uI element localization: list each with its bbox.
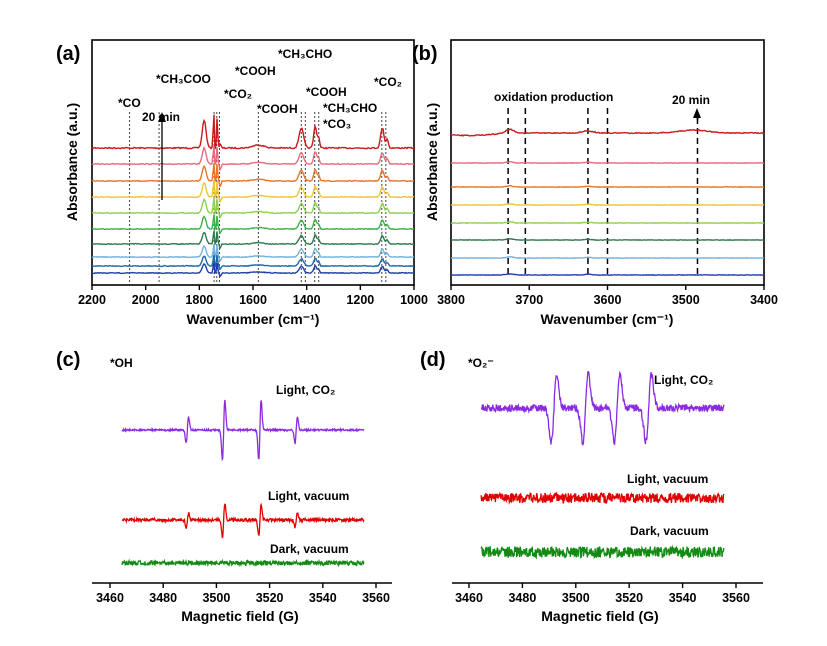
panel-b-tick-label: 3800 [437, 293, 465, 307]
panel-a: (a) 2200 2000 1800 1600 1400 1200 1000 *CO 20 … [56, 39, 428, 327]
panel-a-spectrum-5 [91, 197, 415, 219]
panel-c-traces [121, 399, 365, 568]
panel-d-tick-label: 3480 [508, 591, 536, 605]
panel-c-species: *OH [110, 356, 133, 370]
panel-a-xlabel: Wavenumber (cm⁻¹) [187, 311, 320, 327]
trace-label-light-co2-c: Light, CO₂ [276, 383, 335, 397]
panel-d-xlabel: Magnetic field (G) [541, 608, 658, 624]
panel-d-tick-label: 3540 [669, 591, 697, 605]
panel-a-spectrum-4 [91, 180, 415, 204]
annotation-20min-b: 20 min [672, 93, 710, 107]
panel-d-trace-2 [480, 491, 725, 505]
panel-b-xlabel: Wavenumber (cm⁻¹) [541, 311, 674, 327]
panel-c-xlabel: Magnetic field (G) [181, 608, 298, 624]
panel-d-trace-1 [480, 370, 725, 446]
panel-d-label: (d) [420, 349, 446, 371]
panel-c-label: (c) [56, 349, 80, 371]
trace-label-dark-vacuum-d: Dark, vacuum [630, 524, 709, 538]
panel-d-x-ticks: 3460 3480 3500 3520 3540 3560 [455, 583, 750, 605]
annotation-20min: 20 min [142, 110, 180, 124]
panel-c-tick-label: 3560 [362, 591, 390, 605]
panel-a-tick-label: 1800 [185, 293, 213, 307]
panel-a-arrow-head [158, 112, 166, 122]
panel-d-tick-label: 3460 [455, 591, 483, 605]
panel-d-traces [480, 370, 725, 560]
panel-c-x-ticks: 3460 3480 3500 3520 3540 3560 [96, 583, 390, 605]
panel-b-peak-markers [507, 108, 699, 276]
panel-b-tick-label: 3600 [594, 293, 622, 307]
panel-c-trace-3 [121, 558, 365, 568]
trace-label-light-vacuum-c: Light, vacuum [268, 489, 349, 503]
annotation-oxidation: oxidation production [494, 90, 613, 104]
panel-a-tick-label: 1000 [400, 293, 428, 307]
panel-a-x-ticks: 2200 2000 1800 1600 1400 1200 1000 [78, 285, 428, 307]
panel-c-trace-2 [121, 502, 365, 539]
panel-c-tick-label: 3460 [96, 591, 124, 605]
panel-a-tick-label: 1400 [293, 293, 321, 307]
panel-c-tick-label: 3520 [256, 591, 284, 605]
panel-a-tick-label: 2200 [78, 293, 106, 307]
annotation-co: *CO [118, 96, 141, 110]
panel-a-spectrum-7 [91, 230, 415, 250]
annotation-cooh-3: *COOH [306, 85, 347, 99]
annotation-cooh-1: *COOH [235, 64, 276, 78]
panel-b-label: (b) [412, 43, 438, 65]
panel-b-ylabel: Absorbance (a.u.) [424, 103, 440, 221]
panel-b-spectrum-6 [450, 238, 765, 241]
panel-a-ylabel: Absorbance (a.u.) [64, 103, 80, 221]
panel-b-spectrum-8 [450, 273, 765, 276]
panel-b-x-ticks: 3800 3700 3600 3500 3400 [437, 285, 778, 307]
panel-c-tick-label: 3540 [309, 591, 337, 605]
panel-a-spectrum-3 [91, 163, 415, 189]
panel-b: (b) 3800 3700 3600 3500 3400 oxidation produ… [412, 39, 778, 327]
panel-a-tick-label: 1200 [346, 293, 374, 307]
panel-c-trace-1 [121, 399, 365, 462]
annotation-co2-a: *CO₂ [224, 87, 252, 101]
annotation-cooh-2: *COOH [257, 102, 298, 116]
annotation-co2-b: *CO₂ [374, 75, 402, 89]
panel-d-tick-label: 3520 [615, 591, 643, 605]
annotation-ch3cho-1: *CH₃CHO [278, 47, 332, 61]
panel-b-spectrum-5 [450, 220, 765, 224]
panel-a-label: (a) [56, 43, 80, 65]
panel-a-spectrum-10 [91, 262, 415, 278]
panel-d-trace-3 [480, 544, 725, 560]
annotation-co3: *CO₃ [323, 117, 351, 131]
panel-a-spectrum-1 [91, 114, 415, 150]
panel-d-tick-label: 3560 [722, 591, 750, 605]
panel-a-tick-label: 2000 [132, 293, 160, 307]
panel-a-spectrum-8 [91, 243, 415, 263]
panel-a-spectrum-2 [91, 145, 415, 172]
panel-b-spectrum-7 [450, 255, 765, 259]
panel-a-spectra [91, 114, 415, 278]
panel-c-tick-label: 3480 [149, 591, 177, 605]
panel-c-tick-label: 3500 [202, 591, 230, 605]
panel-b-tick-label: 3500 [672, 293, 700, 307]
panel-b-spectrum-3 [451, 184, 764, 188]
panel-b-tick-label: 3700 [515, 293, 543, 307]
trace-label-dark-vacuum-c: Dark, vacuum [270, 542, 349, 556]
panel-d-species: *O₂⁻ [468, 356, 494, 370]
annotation-ch3cho-2: *CH₃CHO [323, 101, 377, 115]
panel-b-spectrum-2 [450, 160, 765, 164]
panel-a-spectrum-9 [91, 254, 414, 271]
panel-d-tick-label: 3500 [562, 591, 590, 605]
panel-a-tick-label: 1600 [239, 293, 267, 307]
panel-b-tick-label: 3400 [750, 293, 778, 307]
annotation-ch3coo: *CH₃COO [156, 72, 211, 86]
panel-b-spectra [450, 128, 765, 276]
panel-b-spectrum-4 [450, 203, 764, 206]
trace-label-light-co2-d: Light, CO₂ [654, 373, 713, 387]
panel-d: (d) *O₂⁻ 3460 3480 3500 3520 3540 3560 Light,… [420, 349, 763, 624]
panel-c: (c) *OH 3460 3480 3500 3520 3540 3560 Light, … [56, 349, 392, 624]
panel-b-spectrum-1 [450, 128, 765, 137]
trace-label-light-vacuum-d: Light, vacuum [627, 472, 708, 486]
panel-b-arrow-head [693, 108, 701, 118]
panel-a-spectrum-6 [91, 214, 415, 235]
